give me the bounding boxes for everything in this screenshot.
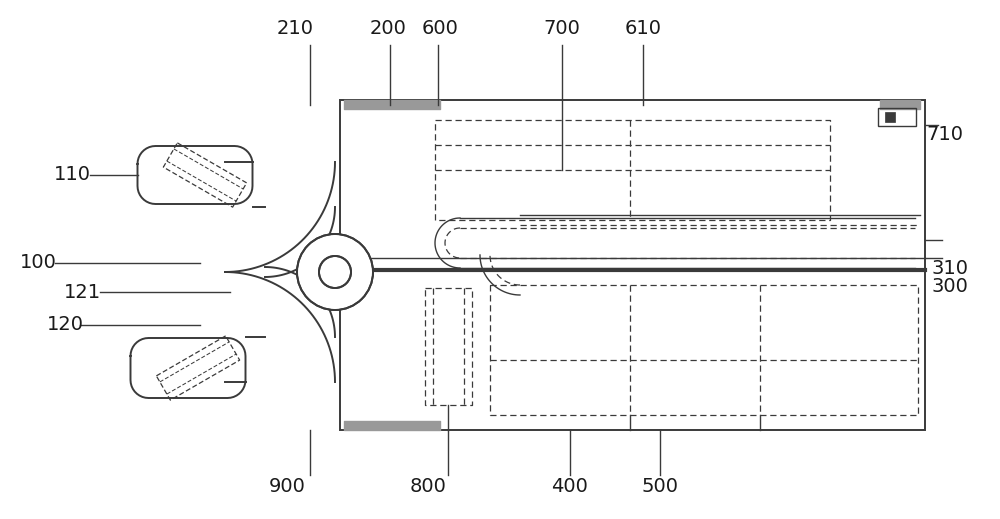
Text: 500: 500 bbox=[642, 477, 678, 497]
Text: 210: 210 bbox=[276, 19, 314, 37]
Text: 121: 121 bbox=[63, 282, 101, 302]
Text: 200: 200 bbox=[370, 19, 406, 37]
Text: 400: 400 bbox=[552, 477, 588, 497]
Text: 600: 600 bbox=[422, 19, 458, 37]
Text: 300: 300 bbox=[932, 278, 968, 296]
Text: 120: 120 bbox=[46, 316, 84, 335]
Circle shape bbox=[297, 234, 373, 310]
Text: 700: 700 bbox=[544, 19, 580, 37]
Bar bbox=[878, 108, 916, 126]
Text: 900: 900 bbox=[269, 477, 305, 497]
Text: 310: 310 bbox=[932, 258, 968, 278]
Text: 610: 610 bbox=[624, 19, 662, 37]
Text: 100: 100 bbox=[20, 253, 56, 272]
Text: 710: 710 bbox=[926, 126, 964, 144]
Text: 800: 800 bbox=[410, 477, 446, 497]
Text: 110: 110 bbox=[54, 166, 90, 184]
Bar bbox=[885, 112, 895, 122]
